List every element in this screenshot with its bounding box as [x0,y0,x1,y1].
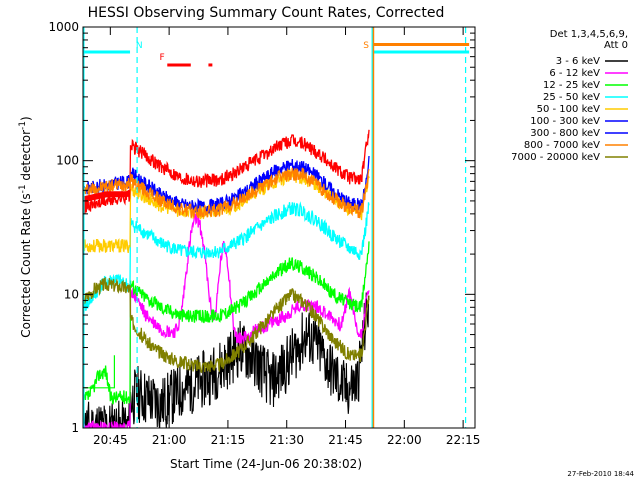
x-tick-label-1: 21:00 [152,433,187,447]
footer-date: 27-Feb-2010 18:44 [567,470,634,478]
y-tick-label-2: 100 [56,154,79,168]
x-tick-label-5: 22:00 [387,433,422,447]
legend-label-5: 100 - 300 keV [530,116,600,127]
legend-label-3: 25 - 50 keV [543,92,600,103]
x-tick-label-2: 21:15 [211,433,246,447]
series-group [83,27,470,428]
x-tick-label-4: 21:45 [328,433,363,447]
legend-label-0: 3 - 6 keV [556,56,600,67]
series-5 [83,276,370,374]
legend-header-0: Det 1,3,4,5,6,9, [550,29,628,40]
plot-area: N F S [83,27,470,428]
legend-header-1: Att 0 [604,40,628,51]
x-tick-label-0: 20:45 [93,433,128,447]
legend-label-4: 50 - 100 keV [537,104,601,115]
extra-line-1 [83,355,115,389]
marker-n: N [136,41,143,51]
y-tick-label-0: 1 [71,421,79,435]
extra-line-0 [83,191,127,210]
x-tick-label-6: 22:15 [446,433,481,447]
x-tick-label-3: 21:30 [269,433,304,447]
series-4 [83,168,370,254]
chart-title: HESSI Observing Summary Count Rates, Cor… [88,5,445,21]
legend-label-7: 800 - 7000 keV [524,140,600,151]
y-tick-label-3: 1000 [48,20,79,34]
y-axis-label: Corrected Count Rate (s-1 detector-1) [18,116,33,337]
legend-label-1: 6 - 12 keV [549,68,600,79]
series-8 [83,167,370,219]
marker-s: S [363,41,369,51]
legend-label-8: 7000 - 20000 keV [511,152,600,163]
y-tick-label-1: 10 [64,287,79,301]
x-axis-label: Start Time (24-Jun-06 20:38:02) [170,457,362,471]
axes: 20:45 21:00 21:15 21:30 21:45 22:00 22:15 1 10 10… [48,20,480,447]
legend-label-6: 300 - 800 keV [530,128,600,139]
axes-frame [82,26,476,429]
marker-f: F [159,53,164,63]
legend-label-2: 12 - 25 keV [543,80,600,91]
series-6 [83,129,370,215]
